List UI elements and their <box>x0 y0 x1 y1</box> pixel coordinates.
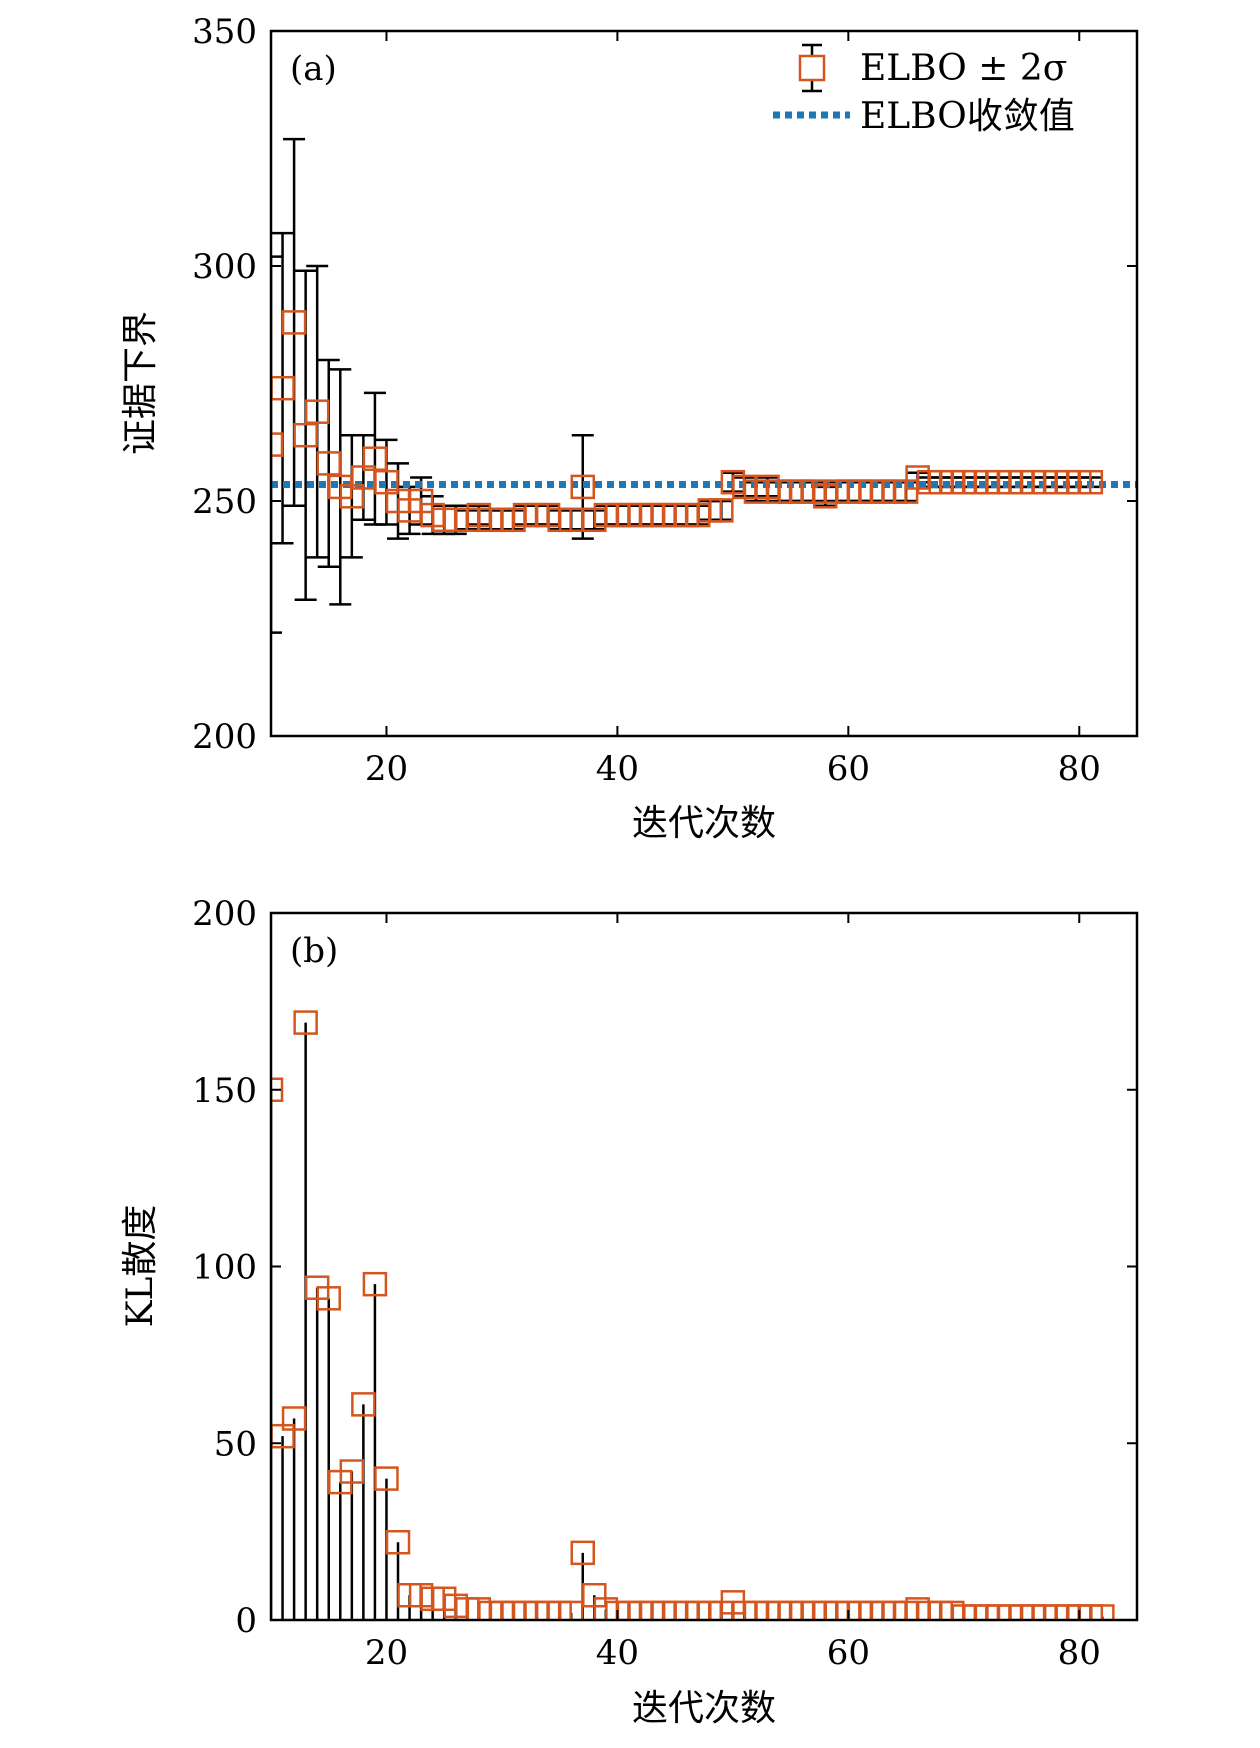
elbo-data-group <box>271 137 1137 634</box>
elbo-y-tick-label: 250 <box>192 482 257 522</box>
kl-point <box>558 1600 584 1620</box>
kl-marks <box>271 1010 1115 1620</box>
kl-y-axis-label: KL散度 <box>120 1205 161 1328</box>
kl-point <box>570 1540 596 1566</box>
kl-point <box>281 1406 307 1431</box>
elbo-point <box>709 498 734 523</box>
elbo-y-tick-label: 200 <box>192 717 257 757</box>
kl-y-tick-label: 200 <box>192 894 257 934</box>
kl-y-tick-label: 0 <box>235 1601 257 1641</box>
elbo-panel: 20 40 60 80 200 250 300 350 (a) 迭代次数 证据下界 ELBO … <box>120 12 1139 844</box>
kl-x-axis-label: 迭代次数 <box>632 1688 776 1729</box>
elbo-plot-frame <box>269 29 1139 738</box>
elbo-x-tick-label: 40 <box>596 749 639 789</box>
kl-ticks: 20 40 60 80 0 50 100 150 200 <box>192 894 1137 1673</box>
kl-point <box>316 1286 341 1311</box>
elbo-panel-label: (a) <box>290 49 337 89</box>
elbo-y-tick-label: 300 <box>192 247 257 287</box>
elbo-point <box>281 310 307 335</box>
elbo-point <box>293 422 318 448</box>
kl-point <box>385 1529 411 1555</box>
kl-y-tick-label: 50 <box>214 1424 257 1464</box>
kl-point <box>374 1466 399 1491</box>
kl-y-tick-label: 150 <box>192 1071 257 1111</box>
elbo-point <box>316 451 341 476</box>
kl-x-tick-label: 40 <box>596 1633 639 1673</box>
elbo-y-axis-label: 证据下界 <box>120 311 161 455</box>
elbo-marks <box>271 137 1137 634</box>
elbo-point <box>1078 469 1104 495</box>
elbo-x-tick-label: 80 <box>1058 749 1101 789</box>
kl-point <box>293 1010 318 1035</box>
kl-x-tick-label: 60 <box>827 1633 870 1673</box>
elbo-x-axis-label: 迭代次数 <box>632 803 776 844</box>
elbo-point <box>362 446 388 471</box>
kl-plot-frame <box>269 911 1139 1622</box>
legend-label-elbo: ELBO ± 2σ <box>860 48 1067 89</box>
kl-panel-label: (b) <box>290 931 338 971</box>
elbo-x-tick-label: 20 <box>365 749 408 789</box>
kl-point <box>362 1271 388 1297</box>
legend-label-converged: ELBO收敛值 <box>860 96 1075 137</box>
elbo-y-tick-label: 350 <box>192 12 257 52</box>
elbo-x-tick-label: 60 <box>827 749 870 789</box>
kl-y-tick-label: 100 <box>192 1248 257 1288</box>
kl-data-group <box>271 1010 1115 1620</box>
elbo-point <box>304 399 330 424</box>
kl-point <box>339 1459 365 1484</box>
elbo-point <box>570 474 596 500</box>
elbo-point <box>271 432 284 457</box>
kl-x-tick-label: 20 <box>365 1633 408 1673</box>
kl-point <box>1090 1604 1115 1620</box>
elbo-legend: ELBO ± 2σ ELBO收敛值 <box>773 43 1075 137</box>
legend-errorbar-marker <box>798 43 826 93</box>
elbo-ticks: 20 40 60 80 200 250 300 350 <box>192 12 1137 789</box>
kl-panel: 20 40 60 80 0 50 100 150 200 (b) 迭代次数 KL散度 <box>120 894 1139 1729</box>
kl-point <box>271 1077 284 1102</box>
kl-x-tick-label: 80 <box>1058 1633 1101 1673</box>
kl-point <box>351 1392 376 1417</box>
